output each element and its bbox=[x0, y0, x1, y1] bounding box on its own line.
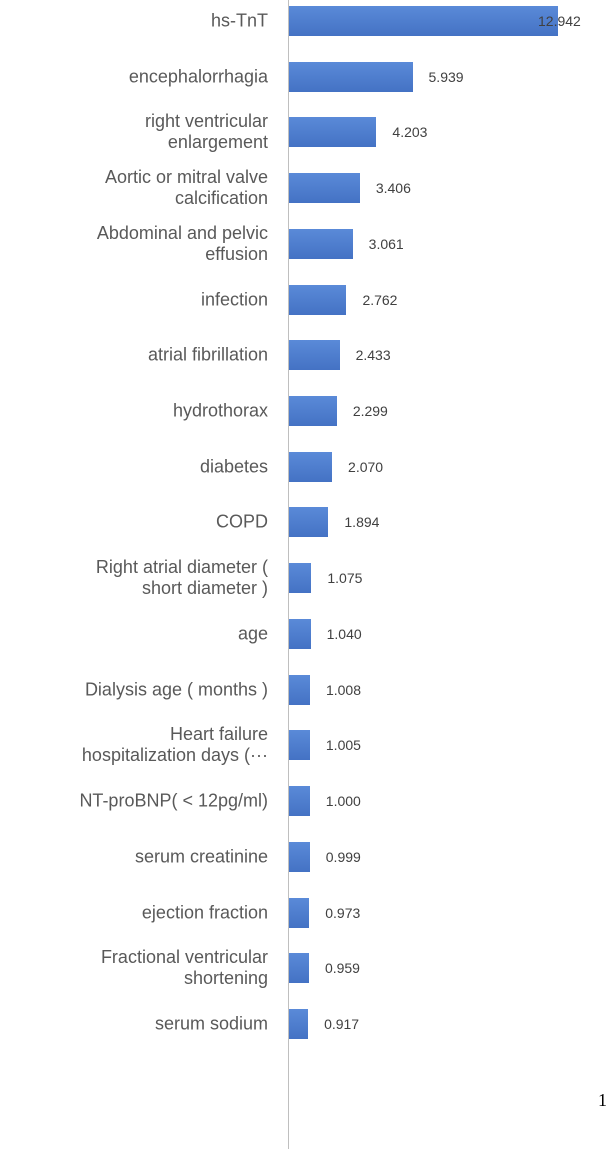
category-label: encephalorrhagia bbox=[128, 66, 268, 87]
category-label: ejection fraction bbox=[141, 902, 268, 923]
value-label: 2.070 bbox=[348, 458, 384, 475]
value-label: 1.075 bbox=[327, 570, 363, 587]
bar bbox=[289, 674, 310, 705]
bar bbox=[289, 284, 347, 315]
value-label: 0.973 bbox=[325, 904, 361, 921]
value-label: 1.008 bbox=[325, 681, 361, 698]
value-label: 3.406 bbox=[375, 180, 411, 197]
value-label: 2.762 bbox=[362, 291, 398, 308]
value-label: 1.005 bbox=[325, 737, 361, 754]
bar bbox=[289, 618, 311, 649]
bar bbox=[289, 897, 310, 928]
category-label: diabetes bbox=[199, 456, 268, 477]
value-label: 2.433 bbox=[355, 347, 391, 364]
category-label: Abdominal and pelvic effusion bbox=[96, 222, 268, 264]
category-label: Heart failure hospitalization days (··· bbox=[81, 724, 268, 766]
value-label: 2.299 bbox=[352, 403, 388, 420]
bar bbox=[289, 1008, 309, 1039]
value-label: 1.040 bbox=[326, 625, 362, 642]
category-label: infection bbox=[200, 289, 268, 310]
value-label: 1.000 bbox=[325, 793, 361, 810]
value-label: 0.999 bbox=[325, 848, 361, 865]
bar bbox=[289, 451, 333, 482]
bar bbox=[289, 173, 360, 204]
bar bbox=[289, 340, 340, 371]
category-label: Fractional ventricular shortening bbox=[100, 947, 268, 989]
category-label: age bbox=[237, 623, 268, 644]
category-label: serum creatinine bbox=[134, 846, 268, 867]
bar bbox=[289, 841, 310, 872]
bar bbox=[289, 730, 310, 761]
category-label: hydrothorax bbox=[172, 400, 268, 421]
category-label: right ventricular enlargement bbox=[144, 111, 268, 153]
bar bbox=[289, 786, 310, 817]
value-label: 0.917 bbox=[324, 1015, 360, 1032]
value-label: 5.939 bbox=[428, 68, 464, 85]
bar bbox=[289, 61, 413, 92]
bar bbox=[289, 563, 312, 594]
category-label: COPD bbox=[215, 511, 268, 532]
bar bbox=[289, 6, 559, 36]
category-label: NT-proBNP( < 12pg/ml) bbox=[79, 790, 268, 811]
bar bbox=[289, 953, 309, 984]
value-label: 12.942 bbox=[538, 13, 581, 29]
bar bbox=[289, 396, 337, 427]
category-axis bbox=[288, 0, 289, 1149]
category-label: Right atrial diameter ( short diameter ) bbox=[95, 557, 268, 599]
bar bbox=[289, 228, 353, 259]
value-label: 1.894 bbox=[344, 514, 380, 531]
value-label: 3.061 bbox=[368, 235, 404, 252]
bar bbox=[289, 117, 377, 148]
value-label: 4.203 bbox=[392, 124, 428, 141]
value-label: 0.959 bbox=[324, 960, 360, 977]
category-label: Aortic or mitral valve calcification bbox=[104, 167, 268, 209]
bar bbox=[289, 507, 329, 538]
category-label: serum sodium bbox=[154, 1013, 268, 1034]
category-label: atrial fibrillation bbox=[147, 344, 268, 365]
category-label: hs-TnT bbox=[210, 10, 268, 31]
page-marker: 1 bbox=[598, 1090, 607, 1110]
category-label: Dialysis age ( months ) bbox=[84, 679, 268, 700]
